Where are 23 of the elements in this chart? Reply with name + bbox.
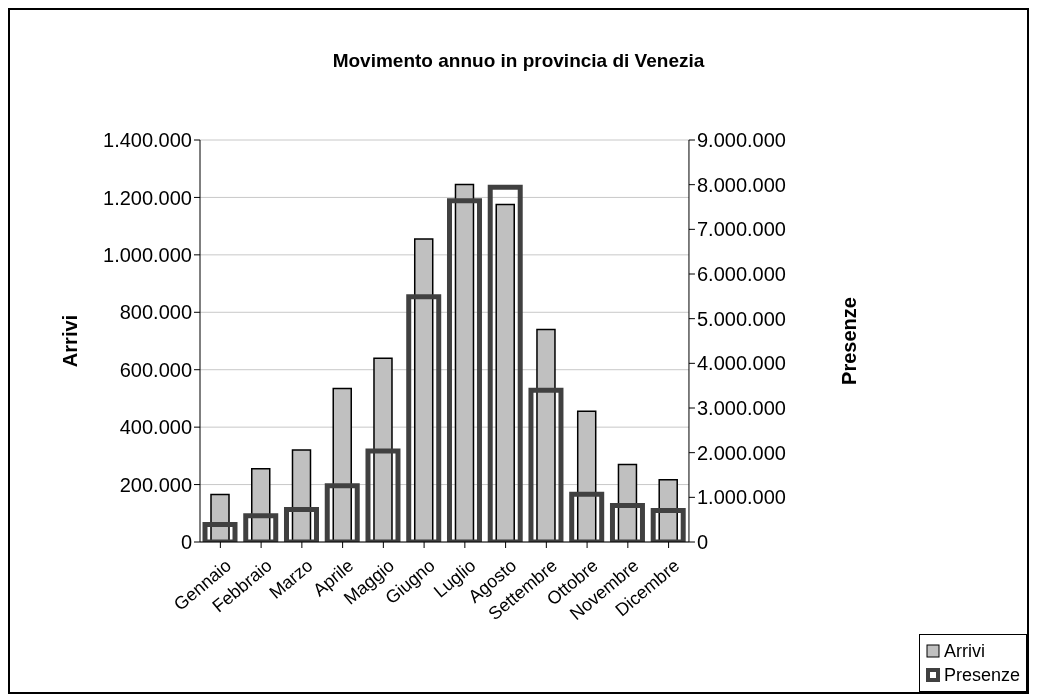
y2-axis-title: Presenze: [838, 297, 861, 385]
y2-tick-label: 9.000.000: [696, 129, 786, 152]
y2-tick-label: 8.000.000: [696, 173, 786, 196]
chart-title: Movimento annuo in provincia di Venezia: [331, 50, 706, 72]
y-tick-label: 200.000: [119, 473, 192, 496]
legend-label: Presenze: [943, 664, 1020, 687]
y2-tick-label: 0: [696, 531, 709, 554]
y-tick-label: 800.000: [119, 301, 192, 324]
y-tick-label: 1.000.000: [103, 243, 192, 266]
y2-tick-label: 5.000.000: [696, 307, 786, 330]
y-tick-label: 1.200.000: [103, 186, 192, 209]
y2-tick-label: 4.000.000: [696, 352, 786, 375]
y2-tick-label: 3.000.000: [696, 397, 786, 420]
y-axis-title: Arrivi: [59, 314, 82, 368]
y-tick-label: 600.000: [119, 358, 192, 381]
y-tick-label: 400.000: [119, 416, 192, 439]
y2-tick-label: 1.000.000: [696, 486, 786, 509]
y2-tick-label: 6.000.000: [696, 263, 786, 286]
y2-tick-label: 7.000.000: [696, 218, 786, 241]
y-tick-label: 1.400.000: [103, 129, 192, 152]
legend-label: Arrivi: [943, 640, 985, 663]
y2-tick-label: 2.000.000: [696, 441, 786, 464]
y-tick-label: 0: [180, 531, 192, 554]
